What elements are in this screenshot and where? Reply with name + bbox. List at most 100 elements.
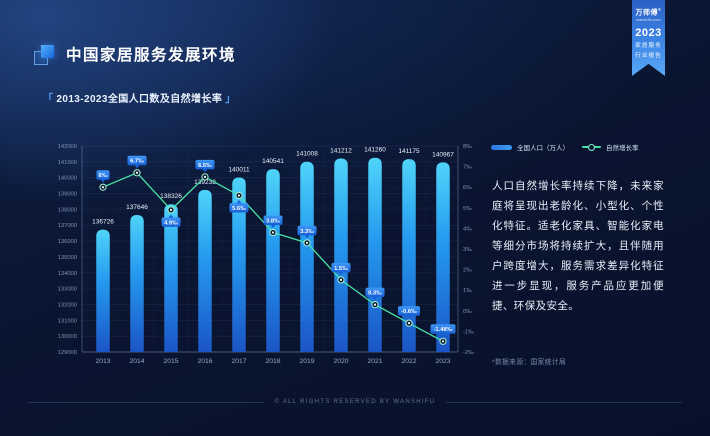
ribbon-year: 2023 — [635, 27, 662, 40]
svg-text:129000: 129000 — [58, 350, 77, 356]
population-bars — [96, 157, 450, 352]
ribbon-tag2: 行业报告 — [635, 53, 662, 60]
svg-text:140000: 140000 — [58, 176, 77, 182]
ribbon-site: wanshifu.com — [636, 18, 661, 23]
bracket-open-icon: 「 — [43, 94, 54, 105]
chart-subtitle: 「2013-2023全国人口数及自然增长率」 — [40, 90, 239, 105]
svg-text:134000: 134000 — [58, 271, 77, 277]
bar-2021 — [368, 157, 382, 352]
svg-text:1.5‰: 1.5‰ — [334, 266, 348, 272]
left-axis-labels: 129000 130000 131000 132000 133000 134000 1350… — [58, 144, 77, 356]
svg-text:4.9‰: 4.9‰ — [164, 220, 178, 226]
svg-text:132000: 132000 — [58, 302, 77, 308]
svg-text:2017: 2017 — [231, 358, 246, 365]
svg-text:-0.6‰: -0.6‰ — [401, 309, 417, 315]
legend-label-population: 全国人口（万人） — [517, 145, 569, 152]
page-footer: © ALL RIGHTS RESERVED BY WANSHIFU — [28, 399, 682, 405]
svg-text:2‰: 2‰ — [463, 268, 472, 274]
chart-gridlines — [82, 145, 458, 353]
legend-item-population: 全国人口（万人） — [491, 142, 569, 152]
svg-text:4‰: 4‰ — [463, 226, 472, 232]
bar-2023 — [436, 162, 450, 352]
svg-text:137000: 137000 — [58, 223, 77, 229]
svg-text:0‰: 0‰ — [463, 309, 472, 315]
svg-text:8‰: 8‰ — [463, 144, 472, 150]
insight-paragraph: 人口自然增长率持续下降，未来家庭将呈现出老龄化、小型化、个性化特征。适老化家具、… — [492, 180, 664, 312]
svg-text:-1.48‰: -1.48‰ — [433, 327, 452, 333]
svg-text:141008: 141008 — [296, 151, 318, 158]
svg-text:2019: 2019 — [299, 358, 314, 365]
svg-text:2013: 2013 — [95, 358, 110, 365]
ribbon-brand: 万师傅® — [635, 7, 662, 17]
chart-legend: 全国人口（万人） 自然增长率 — [491, 142, 639, 152]
svg-text:133000: 133000 — [58, 287, 77, 293]
bar-2019 — [300, 161, 314, 352]
svg-text:2022: 2022 — [401, 358, 416, 365]
bar-value-labels: 136726 137646 138326 139232 140011 140541 1410… — [92, 147, 454, 226]
svg-text:0.3‰: 0.3‰ — [368, 291, 382, 297]
svg-text:2014: 2014 — [129, 358, 144, 365]
svg-text:138326: 138326 — [160, 193, 182, 200]
svg-text:138000: 138000 — [58, 207, 77, 213]
svg-text:2023: 2023 — [435, 358, 450, 365]
svg-text:6‰: 6‰ — [463, 185, 472, 191]
growth-rate-label-chips: 6‰ 6.7‰ 4.9‰ 6.5‰ 5.6‰ 3.8‰ 3.3‰ 1.5‰ 0.3‰ -0.6‰ -… — [96, 155, 456, 337]
footer-divider-left — [28, 401, 265, 403]
report-ribbon: 万师傅® wanshifu.com 2023 家居服务 行业报告 — [632, 0, 665, 76]
svg-text:141175: 141175 — [398, 148, 420, 155]
registered-mark-icon: ® — [658, 7, 662, 12]
bar-2020 — [334, 158, 348, 352]
data-source-note: *数据来源：国家统计局 — [492, 359, 566, 366]
svg-text:131000: 131000 — [58, 318, 77, 324]
svg-text:2015: 2015 — [163, 358, 178, 365]
svg-text:-1‰: -1‰ — [463, 329, 474, 335]
svg-text:3‰: 3‰ — [463, 247, 472, 253]
svg-text:136726: 136726 — [92, 219, 114, 226]
svg-text:135000: 135000 — [58, 255, 77, 261]
svg-text:137646: 137646 — [126, 204, 148, 211]
svg-text:6‰: 6‰ — [98, 173, 107, 179]
svg-text:141000: 141000 — [58, 160, 77, 166]
copyright-text: © ALL RIGHTS RESERVED BY WANSHIFU — [274, 399, 436, 405]
svg-text:141260: 141260 — [364, 147, 386, 154]
svg-text:130000: 130000 — [58, 334, 77, 340]
page-title: 中国家居服务发展环境 — [66, 47, 237, 64]
svg-text:7‰: 7‰ — [463, 165, 472, 171]
svg-text:1‰: 1‰ — [463, 288, 472, 294]
svg-text:2020: 2020 — [333, 358, 348, 365]
svg-text:5‰: 5‰ — [463, 206, 472, 212]
bar-2016 — [198, 189, 212, 352]
bar-2015 — [164, 204, 178, 352]
bar-2018 — [266, 169, 280, 352]
page-header: 中国家居服务发展环境 — [34, 43, 236, 65]
svg-text:136000: 136000 — [58, 239, 77, 245]
svg-text:2016: 2016 — [197, 358, 212, 365]
svg-text:139232: 139232 — [194, 179, 216, 186]
line-series-swatch-icon — [582, 143, 601, 151]
legend-item-growth-rate: 自然增长率 — [582, 142, 639, 152]
growth-rate-line — [99, 169, 447, 345]
footer-divider-right — [445, 401, 682, 403]
svg-text:142000: 142000 — [58, 144, 77, 150]
svg-text:-2‰: -2‰ — [463, 350, 474, 356]
title-square-icon — [34, 44, 55, 65]
svg-text:140967: 140967 — [432, 151, 454, 158]
svg-text:3.8‰: 3.8‰ — [266, 218, 280, 224]
svg-text:2021: 2021 — [367, 358, 382, 365]
bar-series-swatch-icon — [491, 144, 512, 150]
svg-text:140011: 140011 — [228, 167, 250, 174]
ribbon-tag1: 家居服务 — [635, 43, 662, 50]
bracket-close-icon: 」 — [225, 94, 236, 105]
svg-text:141212: 141212 — [330, 147, 352, 154]
svg-text:6.5‰: 6.5‰ — [198, 163, 212, 169]
svg-text:3.3‰: 3.3‰ — [300, 229, 314, 235]
bar-2022 — [402, 159, 416, 352]
svg-text:139000: 139000 — [58, 192, 77, 198]
svg-text:140541: 140541 — [262, 158, 284, 165]
x-axis-year-labels: 2013 2014 2015 2016 2017 2018 2019 2020 2021 2022… — [95, 358, 450, 365]
bar-2014 — [130, 214, 144, 352]
right-axis-labels: 8‰ 7‰ 6‰ 5‰ 4‰ 3‰ 2‰ 1‰ 0‰ -1‰ -2‰ — [463, 144, 474, 356]
legend-label-growth-rate: 自然增长率 — [606, 145, 639, 152]
